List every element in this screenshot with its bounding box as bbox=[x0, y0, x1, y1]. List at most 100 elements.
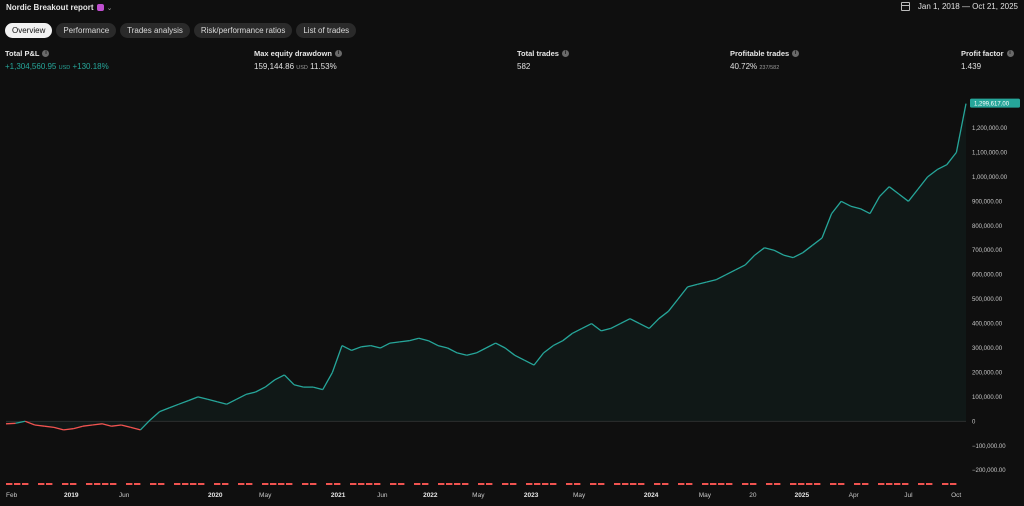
equity-line-segment bbox=[821, 213, 833, 239]
stat-total-trades: Total trades i 582 bbox=[517, 49, 569, 71]
equity-line-segment bbox=[524, 359, 535, 366]
drawdown-marker bbox=[574, 483, 581, 485]
equity-line-segment bbox=[5, 422, 16, 425]
equity-line-segment bbox=[44, 425, 55, 429]
chevron-down-icon: ⌄ bbox=[106, 4, 113, 12]
equity-line-segment bbox=[245, 391, 256, 396]
tab-performance[interactable]: Performance bbox=[56, 23, 117, 38]
equity-line-segment bbox=[504, 347, 516, 356]
equity-line-segment bbox=[466, 352, 477, 356]
equity-line-segment bbox=[601, 327, 611, 332]
y-tick-label: 1,200,000.00 bbox=[972, 126, 1008, 132]
drawdown-marker bbox=[438, 483, 445, 485]
equity-line-segment bbox=[428, 340, 439, 347]
equity-line-segment bbox=[706, 278, 717, 283]
info-icon[interactable]: i bbox=[561, 50, 569, 57]
drawdown-marker bbox=[534, 483, 541, 485]
drawdown-marker bbox=[702, 483, 709, 485]
drawdown-marker bbox=[510, 483, 517, 485]
drawdown-marker bbox=[638, 483, 645, 485]
equity-line-segment bbox=[73, 425, 83, 430]
x-tick-label: May bbox=[472, 492, 485, 499]
equity-line-segment bbox=[898, 193, 909, 202]
drawdown-marker bbox=[814, 483, 821, 485]
drawdown-marker bbox=[262, 483, 269, 485]
info-icon[interactable]: i bbox=[334, 50, 342, 57]
drawdown-marker bbox=[334, 483, 341, 485]
equity-line-segment bbox=[217, 401, 227, 405]
drawdown-marker bbox=[134, 483, 141, 485]
equity-line-segment bbox=[188, 396, 199, 402]
stat-unit: USD bbox=[58, 65, 71, 71]
equity-line-segment bbox=[168, 403, 180, 409]
info-icon[interactable]: i bbox=[42, 50, 50, 57]
drawdown-marker bbox=[726, 483, 733, 485]
equity-line-segment bbox=[313, 386, 323, 391]
drawdown-marker bbox=[750, 483, 757, 485]
last-value-label: 1,299,617.00 bbox=[974, 102, 1010, 108]
tab-trades-analysis[interactable]: Trades analysis bbox=[120, 23, 190, 38]
drawdown-marker bbox=[150, 483, 157, 485]
drawdown-marker bbox=[70, 483, 77, 485]
equity-line-segment bbox=[879, 186, 890, 197]
stat-label: Profitable trades bbox=[730, 49, 790, 58]
x-tick-label: Jul bbox=[904, 492, 913, 499]
equity-line-segment bbox=[620, 318, 631, 325]
drawdown-marker bbox=[926, 483, 933, 485]
drawdown-marker bbox=[390, 483, 397, 485]
stat-label: Max equity drawdown bbox=[254, 49, 332, 58]
equity-line-segment bbox=[457, 352, 467, 356]
drawdown-marker bbox=[190, 483, 197, 485]
report-header: Nordic Breakout report ⌄ Jan 1, 2018 — O… bbox=[0, 0, 1024, 20]
y-tick-label: 1,000,000.00 bbox=[972, 175, 1008, 181]
x-tick-label: 2019 bbox=[64, 492, 79, 499]
x-tick-label: 2023 bbox=[524, 492, 539, 499]
equity-line-segment bbox=[274, 374, 285, 381]
drawdown-marker bbox=[774, 483, 781, 485]
equity-line-segment bbox=[495, 342, 506, 349]
equity-line-segment bbox=[917, 176, 929, 190]
drawdown-marker bbox=[414, 483, 421, 485]
tab-overview[interactable]: Overview bbox=[5, 23, 53, 38]
stat-value: 582 bbox=[517, 62, 531, 71]
stat-total-pnl: Total P&L i +1,304,560.95 USD +130.18% bbox=[5, 49, 109, 71]
equity-line-segment bbox=[159, 407, 170, 413]
x-tick-label: Oct bbox=[951, 492, 961, 499]
date-range-picker[interactable]: Jan 1, 2018 — Oct 21, 2025 bbox=[900, 2, 1018, 11]
drawdown-marker bbox=[950, 483, 957, 485]
y-tick-label: 200,000.00 bbox=[972, 370, 1003, 376]
tab-list-of-trades[interactable]: List of trades bbox=[296, 23, 357, 38]
equity-line-segment bbox=[34, 424, 45, 427]
x-tick-label: Jun bbox=[377, 492, 388, 499]
y-tick-label: 500,000.00 bbox=[972, 297, 1003, 303]
equity-line-segment bbox=[716, 274, 727, 281]
tab-risk-performance-ratios[interactable]: Risk/performance ratios bbox=[193, 23, 293, 38]
equity-line-segment bbox=[610, 323, 621, 329]
info-icon[interactable]: i bbox=[792, 50, 800, 57]
drawdown-marker bbox=[662, 483, 669, 485]
drawdown-marker bbox=[478, 483, 485, 485]
y-tick-label: 400,000.00 bbox=[972, 322, 1003, 328]
equity-line-segment bbox=[773, 249, 784, 256]
x-tick-label: May bbox=[699, 492, 712, 499]
equity-line-segment bbox=[293, 384, 304, 388]
x-tick-label: May bbox=[259, 492, 272, 499]
equity-line-segment bbox=[533, 352, 545, 366]
drawdown-marker bbox=[566, 483, 573, 485]
equity-line-segment bbox=[178, 399, 189, 405]
report-title-button[interactable]: Nordic Breakout report ⌄ bbox=[6, 3, 112, 12]
drawdown-marker bbox=[398, 483, 405, 485]
equity-line-segment bbox=[197, 396, 208, 400]
equity-line-segment bbox=[831, 200, 842, 214]
equity-line-segment bbox=[783, 254, 794, 259]
stat-profit-factor: Profit factor i 1.439 bbox=[961, 49, 1014, 71]
drawdown-marker bbox=[678, 483, 685, 485]
equity-line-segment bbox=[812, 237, 823, 246]
drawdown-marker bbox=[902, 483, 909, 485]
stat-value: 40.72% bbox=[730, 62, 758, 71]
info-icon[interactable]: i bbox=[1006, 50, 1014, 57]
drawdown-marker bbox=[222, 483, 229, 485]
equity-line-segment bbox=[341, 345, 352, 351]
equity-line-segment bbox=[361, 344, 371, 348]
